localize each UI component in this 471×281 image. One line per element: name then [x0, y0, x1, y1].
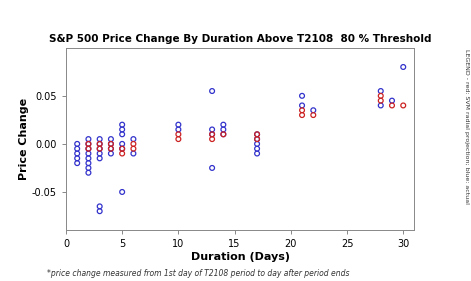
Point: [96, 137, 104, 141]
Point: [208, 132, 216, 137]
Text: *price change measured from 1st day of T2108 period to day after period ends: *price change measured from 1st day of T…: [47, 269, 349, 278]
Point: [73, 142, 81, 146]
Y-axis label: Price Change: Price Change: [19, 98, 29, 180]
Point: [377, 98, 384, 103]
Point: [118, 142, 126, 146]
Point: [298, 113, 306, 117]
Point: [96, 142, 104, 146]
Point: [175, 137, 182, 141]
Point: [208, 137, 216, 141]
Point: [118, 146, 126, 151]
Point: [96, 209, 104, 214]
Point: [118, 123, 126, 127]
Point: [175, 127, 182, 132]
Point: [253, 137, 261, 141]
Point: [219, 132, 227, 137]
Point: [298, 103, 306, 108]
Point: [388, 103, 396, 108]
Point: [96, 204, 104, 209]
Point: [377, 94, 384, 98]
Point: [208, 89, 216, 93]
Point: [208, 166, 216, 170]
Point: [219, 123, 227, 127]
Point: [118, 146, 126, 151]
X-axis label: Duration (Days): Duration (Days): [191, 252, 290, 262]
Point: [399, 65, 407, 69]
Point: [85, 137, 92, 141]
Point: [175, 132, 182, 137]
Point: [118, 151, 126, 156]
Point: [85, 146, 92, 151]
Point: [130, 137, 137, 141]
Point: [208, 132, 216, 137]
Point: [253, 137, 261, 141]
Point: [107, 146, 114, 151]
Point: [253, 142, 261, 146]
Point: [399, 103, 407, 108]
Point: [130, 151, 137, 156]
Point: [73, 156, 81, 160]
Point: [85, 142, 92, 146]
Point: [118, 127, 126, 132]
Point: [85, 161, 92, 166]
Point: [309, 108, 317, 112]
Point: [130, 142, 137, 146]
Point: [118, 190, 126, 194]
Point: [253, 146, 261, 151]
Point: [208, 127, 216, 132]
Point: [377, 103, 384, 108]
Point: [107, 137, 114, 141]
Text: LEGEND - red: SVM radial projection; blue: actual: LEGEND - red: SVM radial projection; blu…: [463, 49, 469, 204]
Point: [107, 146, 114, 151]
Point: [107, 142, 114, 146]
Point: [298, 108, 306, 112]
Point: [85, 156, 92, 160]
Title: S&P 500 Price Change By Duration Above T2108  80 % Threshold: S&P 500 Price Change By Duration Above T…: [49, 34, 431, 44]
Point: [219, 132, 227, 137]
Point: [107, 151, 114, 156]
Point: [85, 142, 92, 146]
Point: [96, 151, 104, 156]
Point: [85, 151, 92, 156]
Point: [107, 142, 114, 146]
Point: [96, 146, 104, 151]
Point: [85, 171, 92, 175]
Point: [253, 151, 261, 156]
Point: [96, 142, 104, 146]
Point: [175, 123, 182, 127]
Point: [388, 98, 396, 103]
Point: [85, 146, 92, 151]
Point: [298, 94, 306, 98]
Point: [118, 132, 126, 137]
Point: [309, 113, 317, 117]
Point: [96, 146, 104, 151]
Point: [73, 146, 81, 151]
Point: [96, 156, 104, 160]
Point: [253, 132, 261, 137]
Point: [253, 132, 261, 137]
Point: [73, 151, 81, 156]
Point: [219, 127, 227, 132]
Point: [130, 146, 137, 151]
Point: [73, 161, 81, 166]
Point: [85, 166, 92, 170]
Point: [377, 89, 384, 93]
